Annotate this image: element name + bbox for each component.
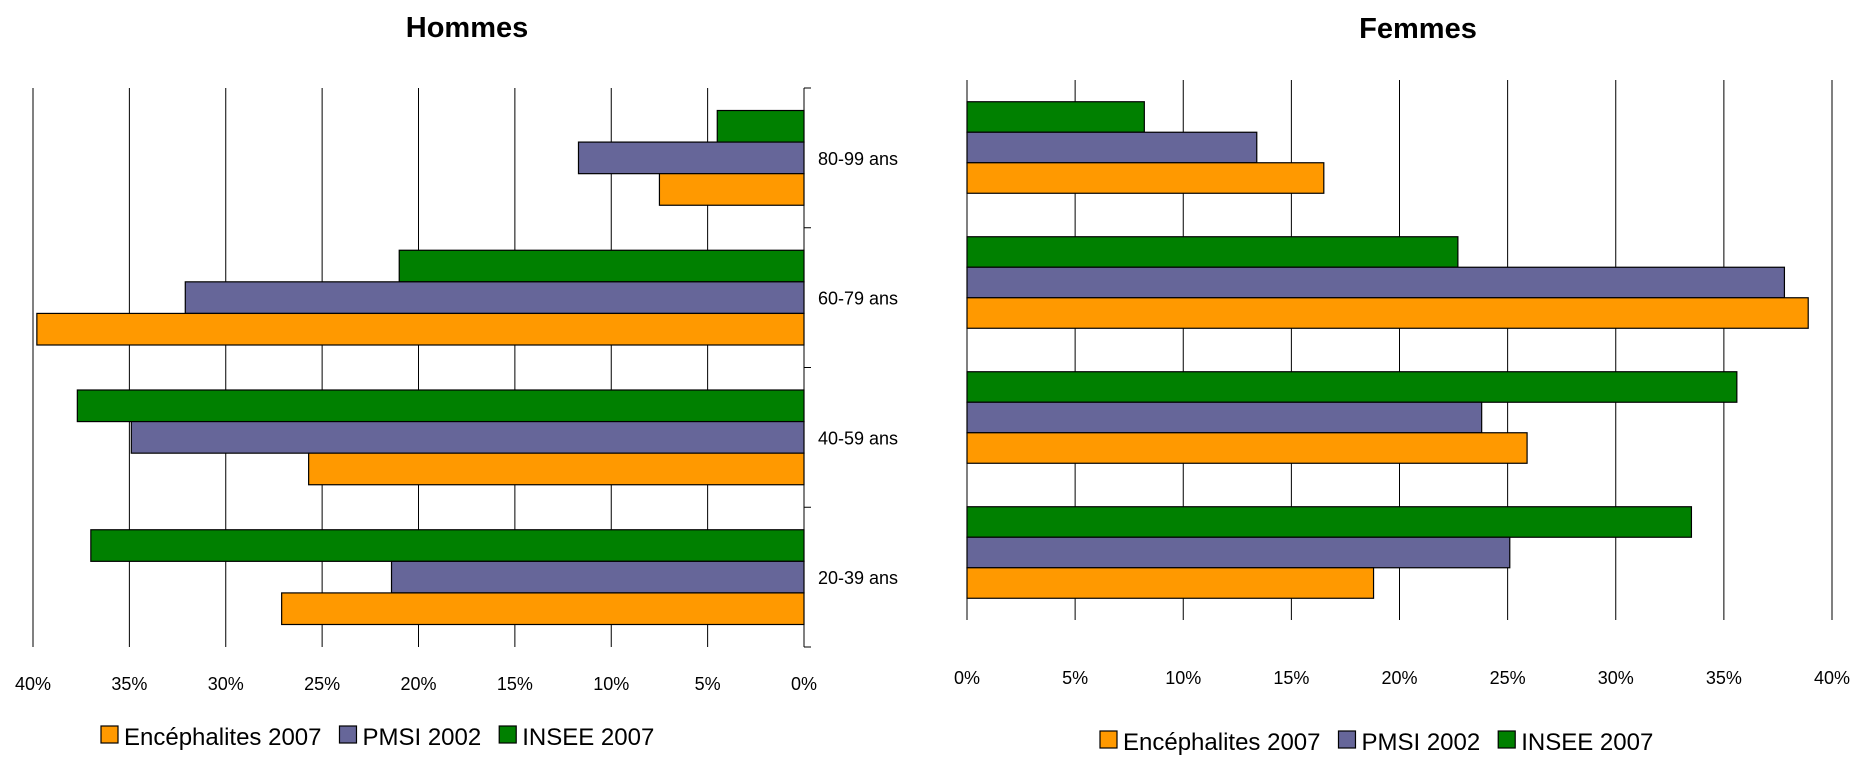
category-label: 40-59 ans — [818, 428, 898, 448]
legend-swatch — [1337, 730, 1357, 749]
x-tick-label: 20% — [400, 674, 436, 694]
x-tick-label: 10% — [1165, 668, 1201, 688]
x-tick-label: 25% — [304, 674, 340, 694]
category-label: 60-79 ans — [818, 289, 898, 309]
x-tick-label: 5% — [695, 674, 721, 694]
legend-label: INSEE 2007 — [1521, 729, 1653, 756]
legend-label: Encéphalites 2007 — [124, 724, 321, 751]
bar-enc-phalites-2007 — [966, 162, 1325, 194]
x-tick-label: 30% — [1598, 668, 1634, 688]
bar-insee-2007 — [966, 506, 1693, 538]
bar-insee-2007 — [76, 389, 805, 423]
x-tick-label: 0% — [791, 674, 817, 694]
bar-enc-phalites-2007 — [36, 312, 805, 346]
bar-enc-phalites-2007 — [966, 297, 1809, 329]
legend-label: INSEE 2007 — [522, 724, 654, 751]
x-tick-label: 35% — [111, 674, 147, 694]
bar-insee-2007 — [966, 101, 1145, 133]
x-tick-label: 0% — [954, 668, 980, 688]
legend-swatch — [1497, 730, 1516, 749]
chart-title: Femmes — [1359, 13, 1477, 45]
bar-enc-phalites-2007 — [966, 567, 1375, 599]
bar-insee-2007 — [716, 109, 805, 143]
x-tick-label: 40% — [1814, 668, 1850, 688]
legend-swatch — [498, 725, 517, 744]
bar-insee-2007 — [966, 371, 1738, 403]
x-tick-label: 10% — [593, 674, 629, 694]
x-tick-label: 5% — [1062, 668, 1088, 688]
bar-pmsi-2002 — [577, 141, 805, 175]
x-tick-label: 25% — [1490, 668, 1526, 688]
bar-insee-2007 — [398, 249, 805, 283]
bar-pmsi-2002 — [966, 131, 1258, 164]
x-tick-label: 40% — [15, 674, 51, 694]
category-label: 20-39 ans — [818, 568, 898, 588]
legend-swatch — [1099, 730, 1118, 749]
chart-title: Hommes — [406, 12, 529, 44]
bar-enc-phalites-2007 — [308, 452, 805, 486]
legend-swatch — [338, 725, 358, 744]
legend-label: PMSI 2002 — [362, 724, 481, 751]
bar-enc-phalites-2007 — [658, 173, 805, 206]
bar-pmsi-2002 — [130, 420, 805, 454]
legend-label: PMSI 2002 — [1361, 729, 1480, 756]
bar-pmsi-2002 — [966, 266, 1786, 299]
bar-insee-2007 — [966, 236, 1459, 268]
bar-pmsi-2002 — [184, 281, 805, 315]
chart-hommes: Hommes 40% 35% 30% 25% 20% 15% 10% 5% 0% 80-99 ans… — [15, 12, 898, 751]
chart-femmes: Femmes 0% 5% 10% 15% 20% 25% 30% 35% 40% Encéphali… — [954, 13, 1850, 756]
bar-pmsi-2002 — [966, 536, 1511, 569]
legend-label: Encéphalites 2007 — [1123, 729, 1320, 756]
bar-enc-phalites-2007 — [281, 592, 805, 626]
category-label: 80-99 ans — [818, 149, 898, 169]
bar-insee-2007 — [90, 529, 805, 562]
x-tick-label: 30% — [208, 674, 244, 694]
bar-pmsi-2002 — [390, 560, 805, 594]
bar-pmsi-2002 — [966, 401, 1483, 434]
bar-enc-phalites-2007 — [966, 432, 1528, 464]
x-tick-label: 15% — [1273, 668, 1309, 688]
x-tick-label: 15% — [497, 674, 533, 694]
legend-swatch — [100, 725, 119, 744]
x-tick-label: 20% — [1381, 668, 1417, 688]
x-tick-label: 35% — [1706, 668, 1742, 688]
